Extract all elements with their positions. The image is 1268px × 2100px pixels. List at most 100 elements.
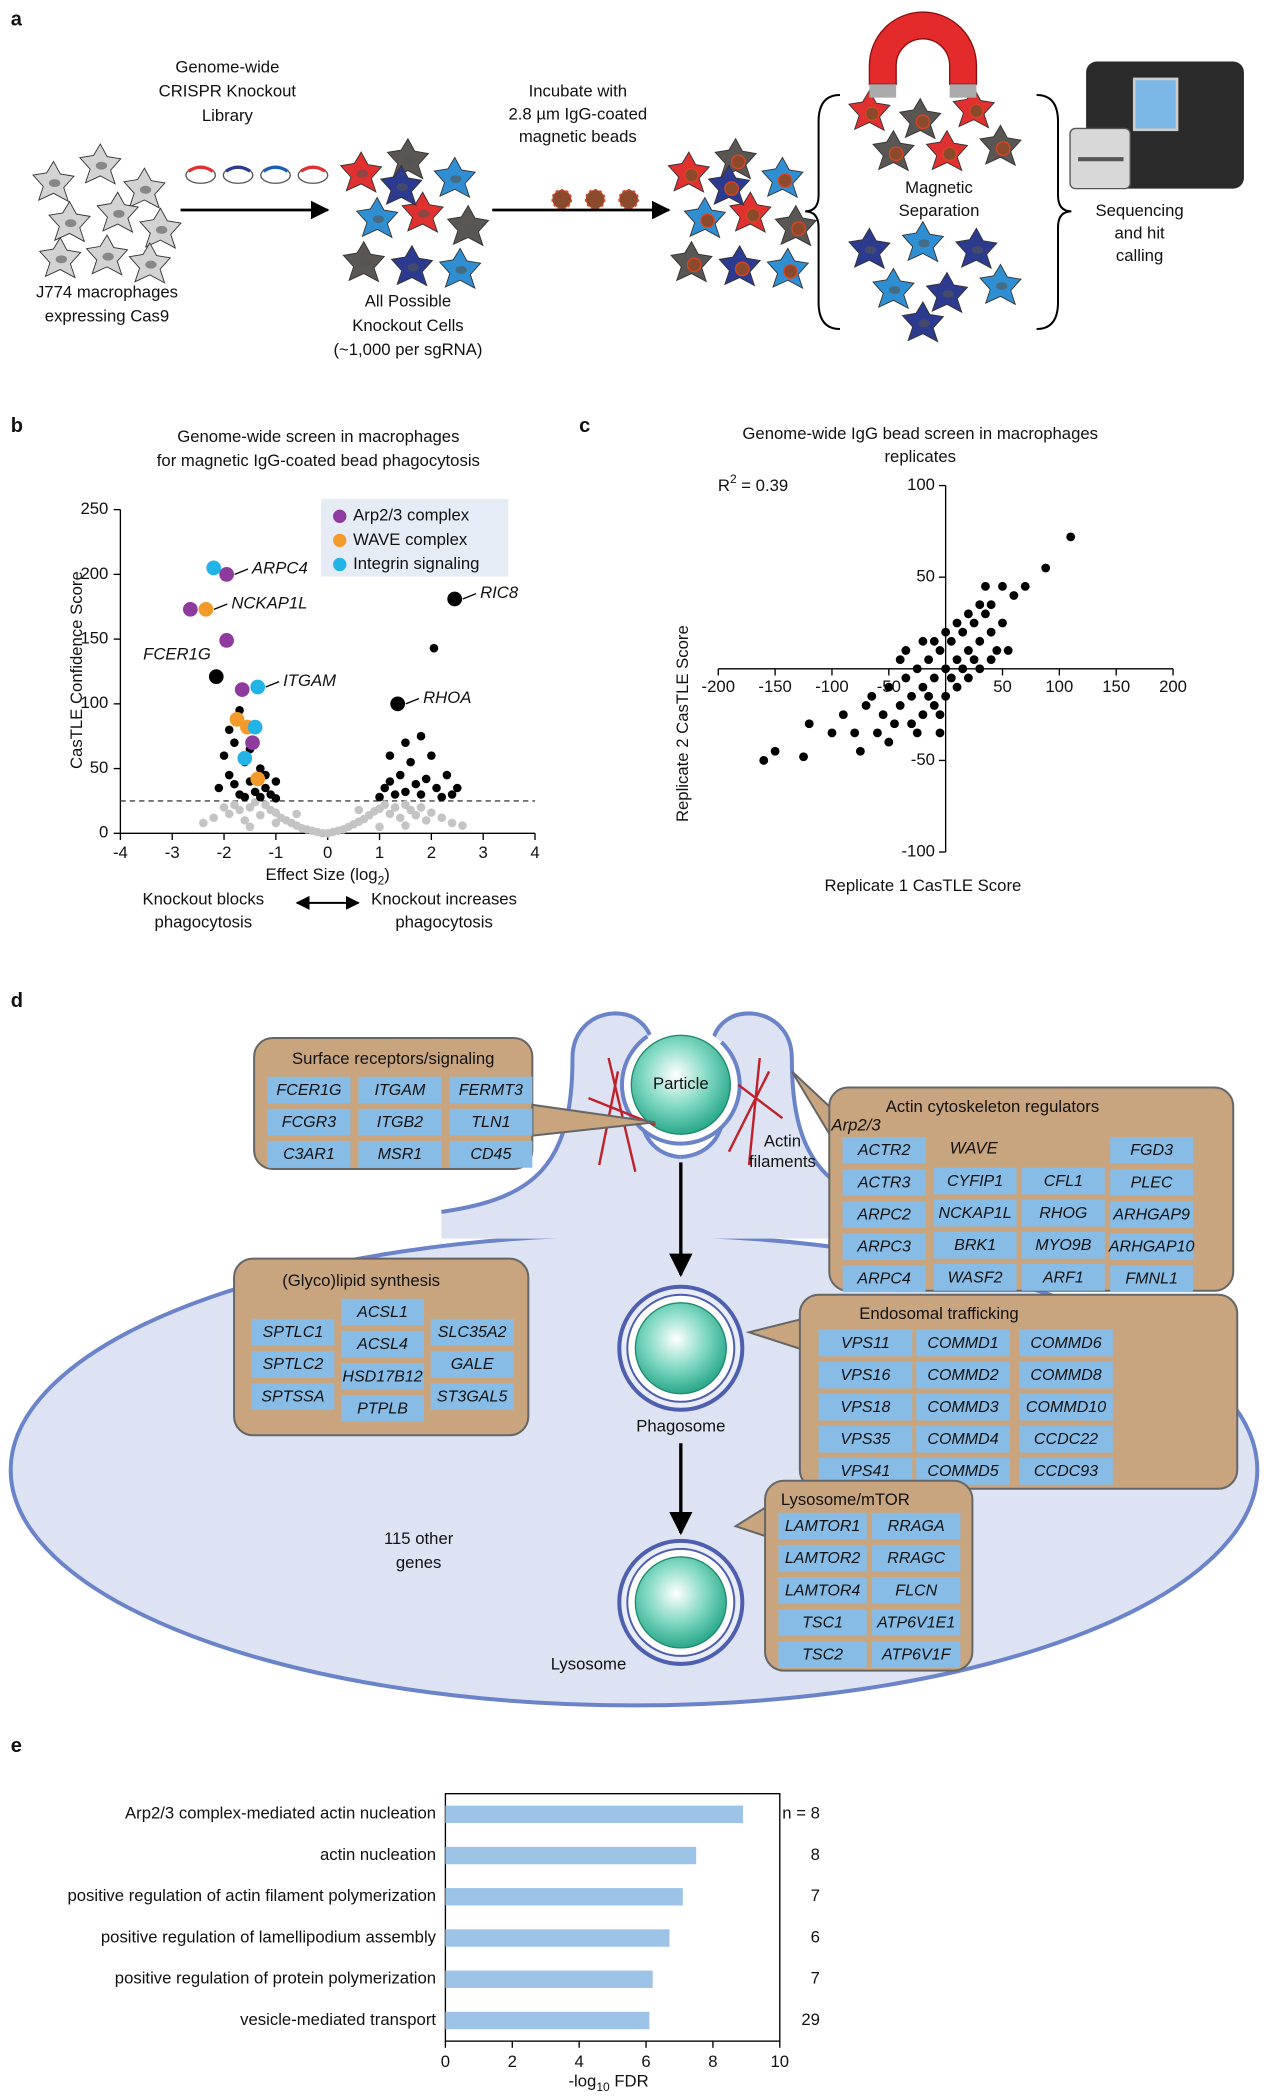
x-axis-label: -log10 FDR bbox=[568, 2072, 648, 2094]
data-point bbox=[432, 783, 441, 793]
gene-cell bbox=[778, 1576, 867, 1604]
gene-cell bbox=[449, 1108, 533, 1136]
data-point bbox=[234, 682, 250, 697]
data-point bbox=[427, 751, 436, 760]
gene-cell bbox=[267, 1076, 351, 1104]
caption: Sequencing bbox=[1095, 201, 1183, 220]
caption: and hit bbox=[1115, 224, 1166, 243]
gene-cell bbox=[430, 1350, 514, 1378]
magnet bbox=[868, 11, 978, 85]
data-point bbox=[250, 797, 260, 807]
caption: J774 macrophages bbox=[36, 282, 178, 301]
cell bbox=[79, 143, 122, 185]
data-point bbox=[827, 728, 837, 738]
data-point bbox=[958, 664, 968, 674]
data-point bbox=[256, 792, 265, 802]
gene-cell bbox=[818, 1361, 913, 1389]
data-point bbox=[935, 710, 945, 720]
y-tick-label: 150 bbox=[80, 629, 108, 648]
actin-label: Actin bbox=[764, 1132, 801, 1151]
gene-cell bbox=[1021, 1199, 1105, 1227]
gene-name: ACSL4 bbox=[356, 1335, 408, 1353]
gene-name: FGD3 bbox=[1130, 1141, 1173, 1159]
gene-cell bbox=[341, 1395, 425, 1422]
cell bbox=[32, 160, 75, 202]
gene-name: COMMD10 bbox=[1026, 1398, 1106, 1416]
data-point bbox=[250, 787, 260, 797]
gene-count-label: 6 bbox=[811, 1927, 820, 1946]
data-point bbox=[214, 783, 224, 793]
data-point bbox=[975, 636, 985, 646]
data-point bbox=[884, 737, 894, 747]
data-point bbox=[986, 655, 996, 665]
cell bbox=[979, 263, 1022, 305]
bead bbox=[724, 181, 739, 196]
cell bbox=[128, 242, 171, 284]
gene-name: BRK1 bbox=[954, 1236, 996, 1254]
data-point bbox=[1003, 646, 1013, 655]
sequencer-screen bbox=[1132, 77, 1179, 132]
panel-letter: e bbox=[11, 1735, 22, 1757]
data-point bbox=[247, 719, 263, 735]
direction-label: Knockout increases bbox=[371, 890, 517, 909]
caption: 2.8 µm IgG-coated bbox=[508, 104, 647, 123]
actin-label: filaments bbox=[749, 1152, 816, 1171]
gene-name: RRAGA bbox=[888, 1517, 945, 1535]
data-point bbox=[235, 805, 244, 815]
gene-name: MSR1 bbox=[378, 1145, 423, 1163]
caption: CRISPR Knockout bbox=[159, 82, 297, 101]
gene-cell bbox=[916, 1425, 1010, 1453]
x-tick-label: 4 bbox=[530, 843, 539, 862]
gene-name: RHOG bbox=[1039, 1204, 1087, 1222]
gene-cell bbox=[933, 1199, 1017, 1227]
x-tick-label: 10 bbox=[770, 2052, 789, 2071]
data-point bbox=[804, 719, 814, 729]
data-point bbox=[935, 728, 945, 738]
gene-name: SPTSSA bbox=[261, 1387, 324, 1405]
gene-cell bbox=[1110, 1201, 1194, 1228]
other-genes-label: 115 other bbox=[384, 1529, 454, 1548]
caption: Magnetic bbox=[905, 178, 973, 197]
phagosome-label: Phagosome bbox=[636, 1417, 725, 1436]
y-tick-label: 0 bbox=[99, 823, 108, 842]
data-point bbox=[918, 636, 928, 646]
gene-cell bbox=[358, 1140, 442, 1168]
x-tick-label: 0 bbox=[441, 2052, 450, 2071]
data-point bbox=[1020, 581, 1030, 591]
data-point bbox=[907, 719, 916, 729]
gene-cell bbox=[818, 1425, 913, 1453]
x-tick-label: 200 bbox=[1159, 677, 1187, 696]
data-point bbox=[406, 805, 415, 815]
legend-marker bbox=[333, 533, 347, 548]
data-point bbox=[385, 777, 395, 786]
gene-name: CCDC22 bbox=[1034, 1430, 1098, 1448]
data-point bbox=[895, 701, 905, 710]
y-tick-label: 200 bbox=[80, 564, 108, 583]
data-point bbox=[907, 691, 916, 701]
gene-count-label: 29 bbox=[801, 2010, 820, 2029]
panel-letter: c bbox=[579, 415, 590, 437]
gene-annotation: FCER1G bbox=[143, 645, 211, 664]
gene-cell bbox=[872, 1544, 961, 1572]
legend-marker bbox=[333, 557, 347, 572]
gene-cell bbox=[267, 1108, 351, 1136]
brace bbox=[805, 93, 841, 331]
caption: Knockout Cells bbox=[352, 316, 463, 335]
gene-cell bbox=[818, 1393, 913, 1421]
gene-name: FCER1G bbox=[276, 1081, 341, 1099]
data-point bbox=[901, 673, 911, 683]
gene-name: ARHGAP10 bbox=[1108, 1238, 1195, 1256]
gene-cell bbox=[251, 1350, 335, 1378]
gene-name: TLN1 bbox=[471, 1113, 510, 1131]
panel-letter: d bbox=[11, 990, 23, 1012]
gene-name: LAMTOR1 bbox=[785, 1517, 861, 1535]
gene-cell bbox=[778, 1512, 867, 1540]
data-point bbox=[437, 813, 447, 823]
bead bbox=[551, 188, 573, 210]
data-point bbox=[952, 618, 962, 628]
caption: Separation bbox=[899, 201, 980, 220]
data-point bbox=[855, 746, 865, 756]
x-tick-label: 3 bbox=[479, 843, 488, 862]
gene-name: C3AR1 bbox=[283, 1145, 335, 1163]
legend-marker bbox=[333, 509, 347, 524]
